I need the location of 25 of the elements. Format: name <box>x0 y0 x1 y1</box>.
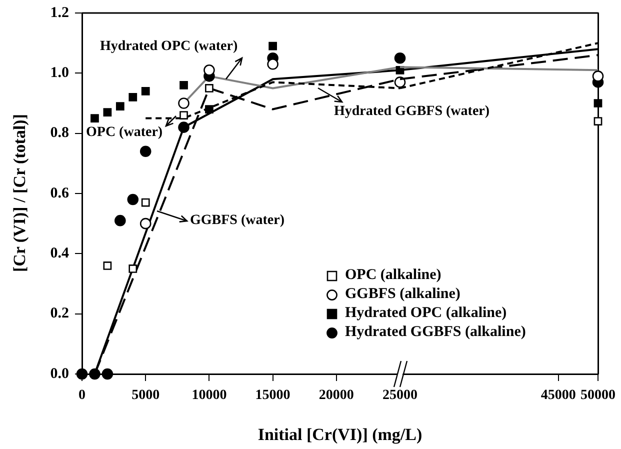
series-label: Hydrated GGBFS (water) <box>334 104 490 120</box>
legend-label: Hydrated OPC (alkaline) <box>345 305 507 322</box>
x-tick-label: 25000 <box>382 388 418 404</box>
x-tick-label: 10000 <box>192 388 227 404</box>
legend-label: OPC (alkaline) <box>345 267 442 284</box>
y-tick-label: 0.8 <box>50 125 69 142</box>
x-axis-title: Initial [Cr(VI)] (mg/L) <box>258 425 422 445</box>
legend-label: GGBFS (alkaline) <box>345 286 460 303</box>
x-tick-label: 5000 <box>132 388 160 404</box>
y-tick-label: 0.2 <box>50 306 69 322</box>
y-tick-label: 1.2 <box>50 4 69 21</box>
legend-label: Hydrated GGBFS (alkaline) <box>345 324 526 341</box>
x-tick-label: 15000 <box>255 388 290 404</box>
series-label: Hydrated OPC (water) <box>100 39 238 55</box>
y-axis-title: [Cr (VI)] / [Cr (total)] <box>10 114 30 272</box>
y-tick-label: 1.0 <box>50 65 69 82</box>
y-tick-label: 0.0 <box>50 366 69 382</box>
x-tick-label: 20000 <box>318 388 354 404</box>
x-tick-label: 45000 <box>540 388 576 404</box>
x-tick-label: 50000 <box>580 388 616 404</box>
x-tick-label: 0 <box>78 388 86 404</box>
legend-label: GGBFS (water) <box>190 213 284 229</box>
series-label: OPC (water) <box>86 125 163 141</box>
y-tick-label: 0.6 <box>50 185 70 202</box>
y-tick-label: 0.4 <box>50 246 70 262</box>
